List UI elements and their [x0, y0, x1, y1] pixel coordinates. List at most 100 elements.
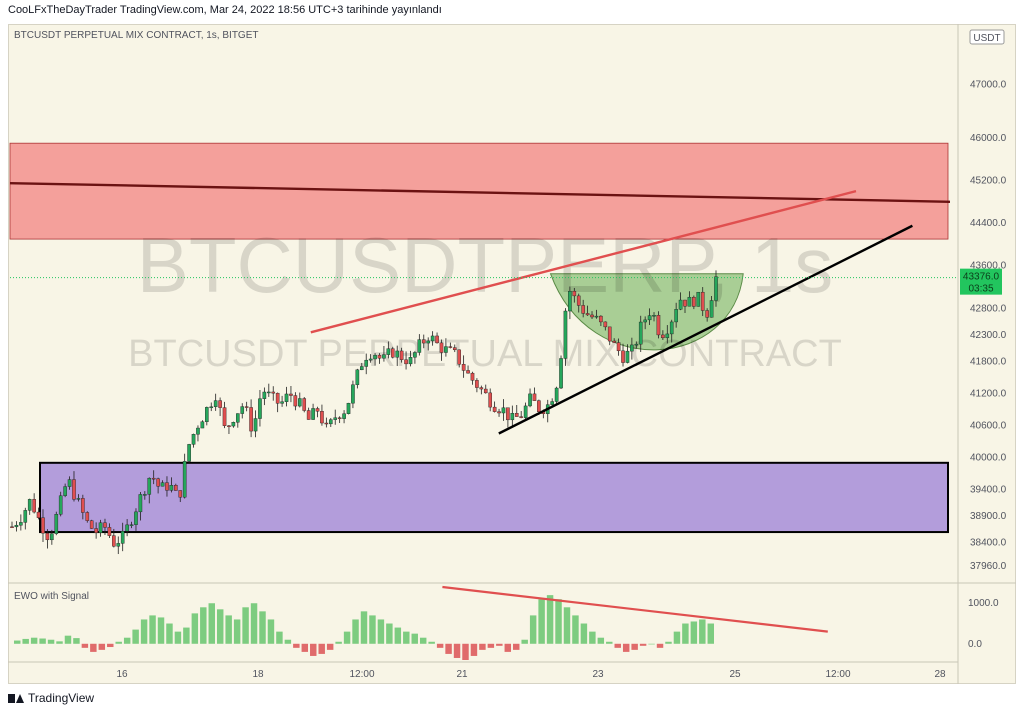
ewo-bar[interactable]: [580, 623, 588, 644]
candle[interactable]: [116, 536, 121, 555]
candle[interactable]: [160, 480, 165, 487]
candle[interactable]: [421, 334, 426, 349]
candle[interactable]: [479, 385, 484, 395]
candle[interactable]: [559, 355, 563, 389]
ewo-bar[interactable]: [707, 623, 714, 644]
candle[interactable]: [236, 413, 240, 428]
ewo-bar[interactable]: [183, 627, 190, 644]
candle[interactable]: [483, 384, 488, 394]
candle[interactable]: [435, 332, 439, 344]
candle[interactable]: [585, 305, 590, 316]
ewo-bar[interactable]: [22, 638, 29, 644]
ewo-bar[interactable]: [30, 637, 38, 644]
candle[interactable]: [399, 347, 404, 363]
candle[interactable]: [196, 425, 200, 442]
candle[interactable]: [262, 387, 267, 406]
candle[interactable]: [346, 402, 351, 415]
candle[interactable]: [169, 477, 174, 493]
ewo-bar[interactable]: [225, 615, 232, 644]
site-name[interactable]: TradingView.com: [119, 4, 204, 16]
candle[interactable]: [222, 401, 227, 429]
ewo-bar[interactable]: [39, 638, 46, 644]
candle[interactable]: [112, 528, 116, 548]
candle[interactable]: [32, 493, 36, 514]
ewo-bar[interactable]: [529, 615, 537, 644]
candle[interactable]: [519, 411, 523, 419]
candle[interactable]: [652, 312, 656, 322]
candle[interactable]: [218, 397, 222, 417]
candle[interactable]: [523, 402, 528, 421]
ewo-bar[interactable]: [157, 617, 165, 644]
candle[interactable]: [532, 387, 537, 401]
candle[interactable]: [683, 299, 687, 313]
trendline-0[interactable]: [9, 181, 951, 203]
candle[interactable]: [550, 398, 554, 406]
candle[interactable]: [89, 519, 94, 529]
resistance-zone[interactable]: [9, 142, 949, 240]
candle[interactable]: [714, 270, 718, 307]
candle[interactable]: [514, 404, 519, 417]
ewo-bar[interactable]: [47, 639, 55, 644]
candle[interactable]: [452, 344, 457, 353]
candle[interactable]: [382, 346, 386, 362]
candle[interactable]: [258, 389, 262, 427]
candle[interactable]: [284, 386, 289, 407]
candle[interactable]: [231, 421, 236, 428]
candle[interactable]: [297, 392, 302, 408]
ewo-bar[interactable]: [563, 607, 571, 644]
candle[interactable]: [661, 330, 665, 340]
ewo-bar[interactable]: [555, 599, 562, 644]
candle[interactable]: [444, 338, 448, 357]
ewo-bar[interactable]: [352, 619, 359, 644]
ewo-bar[interactable]: [90, 643, 97, 652]
candle[interactable]: [209, 402, 214, 412]
ewo-trendline[interactable]: [442, 585, 828, 633]
candle[interactable]: [700, 287, 705, 317]
candle[interactable]: [709, 296, 714, 318]
candle[interactable]: [19, 514, 23, 531]
candle[interactable]: [351, 380, 355, 409]
candle[interactable]: [404, 351, 408, 370]
ewo-bar[interactable]: [360, 611, 368, 644]
ewo-bar[interactable]: [428, 641, 435, 644]
candle[interactable]: [461, 355, 466, 378]
candle[interactable]: [630, 337, 634, 360]
ewo-bar[interactable]: [64, 635, 72, 644]
candle[interactable]: [426, 337, 431, 351]
candle[interactable]: [625, 344, 630, 364]
candle[interactable]: [355, 368, 360, 389]
candle[interactable]: [58, 491, 63, 517]
candle[interactable]: [603, 321, 608, 331]
candle[interactable]: [14, 521, 19, 532]
candle[interactable]: [590, 311, 594, 320]
ewo-bar[interactable]: [301, 643, 309, 652]
ewo-bar[interactable]: [462, 643, 469, 660]
candle[interactable]: [227, 425, 231, 435]
candle[interactable]: [76, 494, 81, 502]
ewo-bar[interactable]: [56, 641, 63, 644]
ewo-bar[interactable]: [73, 638, 80, 644]
ewo-bar[interactable]: [470, 643, 478, 656]
ewo-bar[interactable]: [614, 643, 621, 648]
candle[interactable]: [448, 342, 453, 349]
candle[interactable]: [466, 365, 470, 374]
ewo-bar[interactable]: [386, 623, 393, 644]
candle[interactable]: [98, 519, 103, 537]
candle[interactable]: [320, 404, 324, 426]
candle[interactable]: [599, 315, 603, 327]
candle[interactable]: [621, 343, 625, 367]
ewo-bar[interactable]: [166, 623, 173, 644]
candle[interactable]: [271, 386, 276, 401]
ewo-bar[interactable]: [174, 631, 182, 644]
ewo-bar[interactable]: [572, 615, 579, 644]
candle[interactable]: [568, 286, 572, 320]
candle[interactable]: [333, 409, 338, 425]
ewo-bar[interactable]: [276, 631, 283, 644]
candle[interactable]: [72, 471, 76, 502]
candle[interactable]: [506, 407, 510, 428]
candle[interactable]: [205, 406, 209, 426]
ewo-bar[interactable]: [369, 615, 376, 644]
candle[interactable]: [94, 522, 98, 539]
candle[interactable]: [27, 498, 32, 515]
ewo-bar[interactable]: [639, 643, 647, 646]
